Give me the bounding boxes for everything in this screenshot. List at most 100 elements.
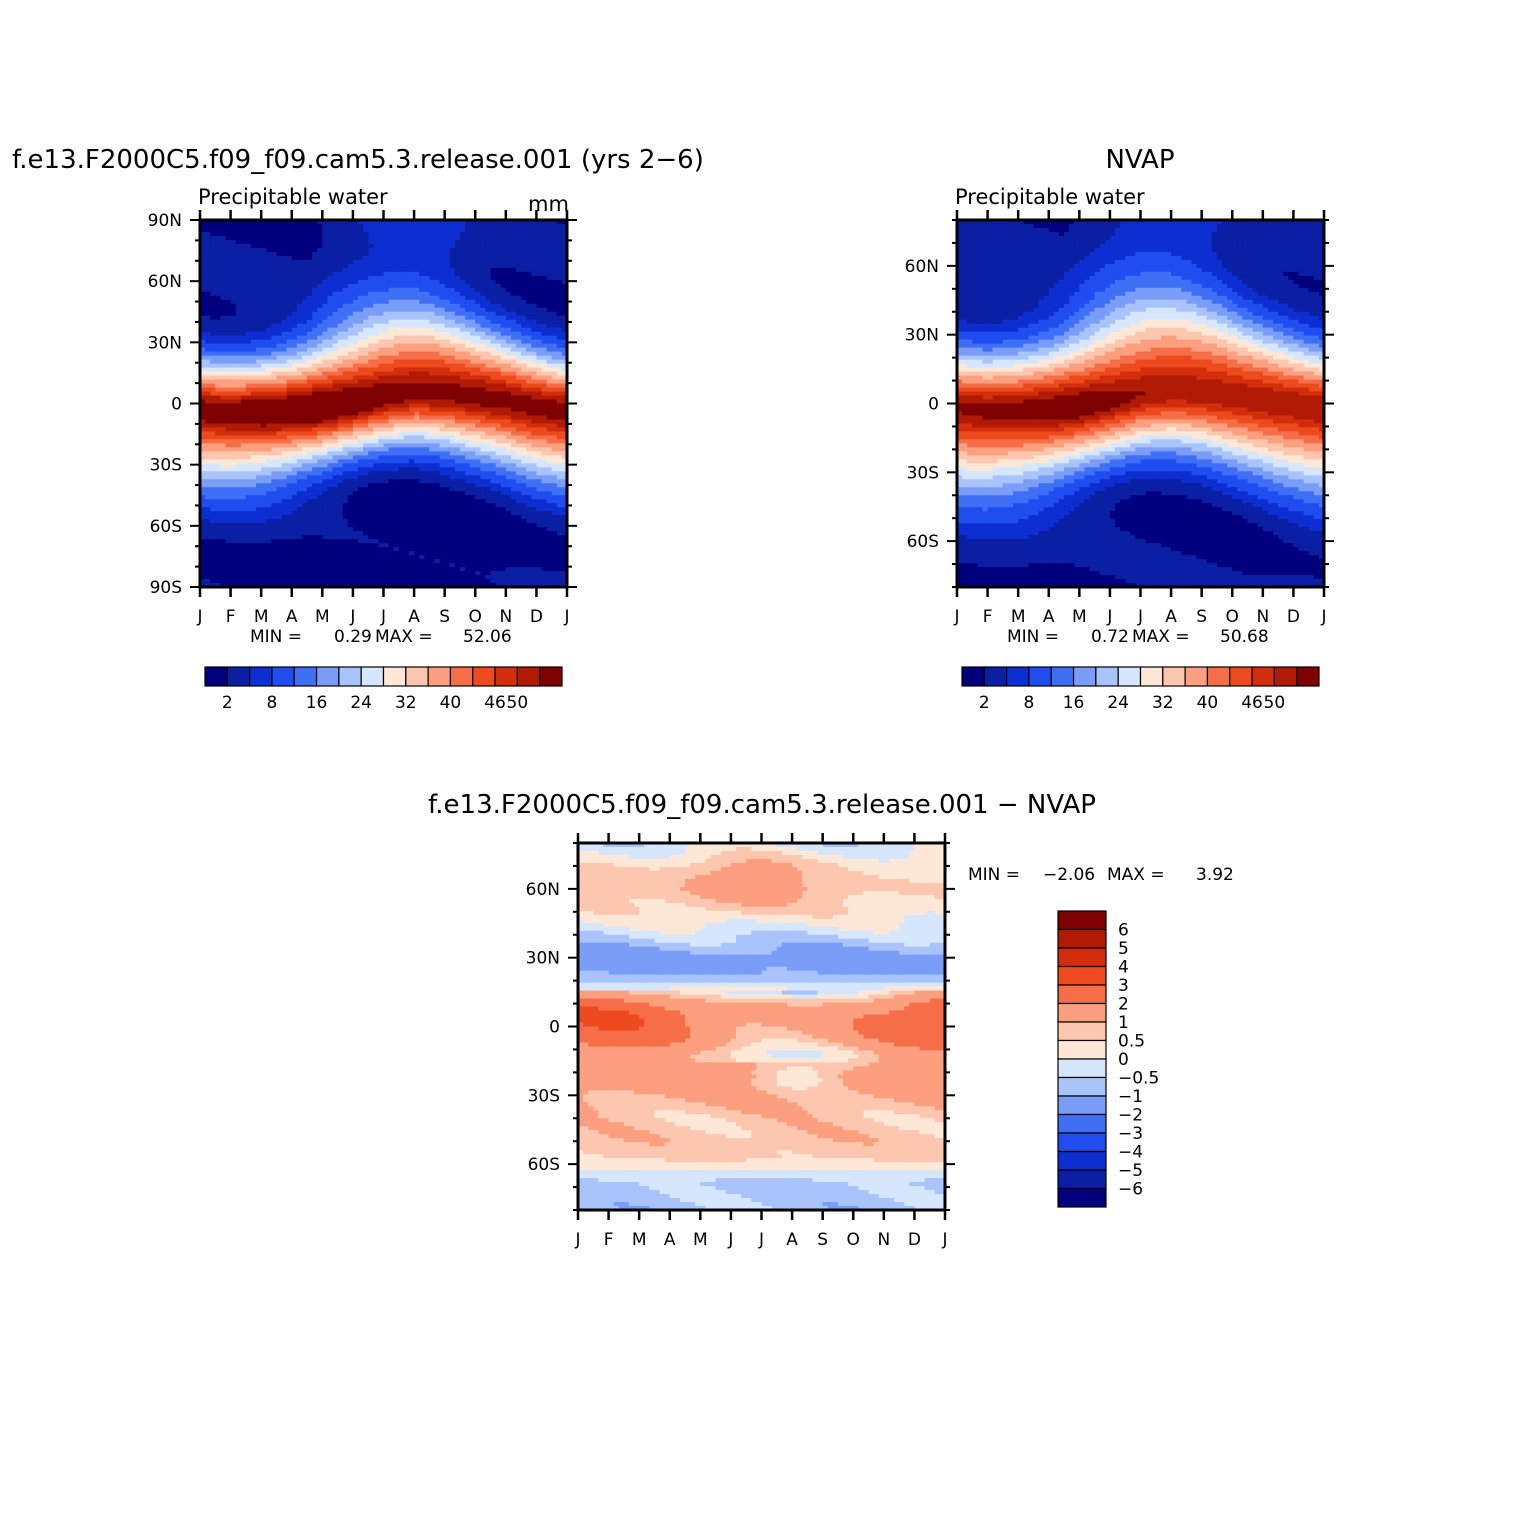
heatmap-cell — [373, 284, 379, 289]
heatmap-cell — [465, 240, 471, 245]
heatmap-cell — [455, 384, 461, 389]
heatmap-cell — [368, 376, 374, 381]
heatmap-cell — [506, 252, 512, 257]
heatmap-cell — [547, 284, 553, 289]
heatmap-cell — [292, 224, 298, 229]
heatmap-cell — [506, 332, 512, 337]
heatmap-cell — [317, 368, 323, 373]
heatmap-cell — [389, 392, 395, 397]
heatmap-cell — [450, 300, 456, 305]
heatmap-cell — [205, 388, 211, 393]
heatmap-cell — [322, 268, 328, 273]
heatmap-cell — [536, 260, 542, 265]
heatmap-cell — [501, 324, 507, 329]
heatmap-cell — [333, 384, 339, 389]
heatmap-cell — [501, 292, 507, 297]
heatmap-cell — [338, 240, 344, 245]
heatmap-cell — [302, 356, 308, 361]
heatmap-cell — [491, 364, 497, 369]
heatmap-cell — [384, 308, 390, 313]
heatmap-cell — [210, 396, 216, 401]
heatmap-cell — [445, 328, 451, 333]
heatmap-cell — [363, 388, 369, 393]
heatmap-cell — [333, 356, 339, 361]
heatmap-cell — [399, 244, 405, 249]
heatmap-cell — [475, 244, 481, 249]
heatmap-cell — [297, 232, 303, 237]
heatmap-cell — [368, 328, 374, 333]
heatmap-cell — [470, 328, 476, 333]
heatmap-cell — [440, 384, 446, 389]
heatmap-cell — [526, 272, 532, 277]
heatmap-cell — [445, 324, 451, 329]
heatmap-cell — [251, 228, 257, 233]
heatmap-cell — [429, 344, 435, 349]
heatmap-cell — [429, 340, 435, 345]
heatmap-cell — [271, 324, 277, 329]
heatmap-cell — [531, 368, 537, 373]
heatmap-cell — [348, 356, 354, 361]
heatmap-cell — [414, 260, 420, 265]
heatmap-cell — [419, 304, 425, 309]
heatmap-cell — [373, 388, 379, 393]
heatmap-cell — [394, 284, 400, 289]
heatmap-cell — [276, 256, 282, 261]
heatmap-cell — [215, 316, 221, 321]
heatmap-cell — [521, 304, 527, 309]
heatmap-cell — [261, 224, 267, 229]
heatmap-cell — [358, 280, 364, 285]
heatmap-cell — [470, 340, 476, 345]
heatmap-cell — [210, 300, 216, 305]
heatmap-cell — [470, 324, 476, 329]
heatmap-cell — [225, 280, 231, 285]
heatmap-cell — [434, 392, 440, 397]
heatmap-cell — [542, 256, 548, 261]
heatmap-cell — [496, 264, 502, 269]
heatmap-cell — [231, 332, 237, 337]
heatmap-cell — [389, 236, 395, 241]
heatmap-cell — [475, 352, 481, 357]
heatmap-cell — [282, 332, 288, 337]
heatmap-cell — [225, 364, 231, 369]
heatmap-cell — [552, 260, 558, 265]
heatmap-cell — [516, 280, 522, 285]
heatmap-cell — [338, 384, 344, 389]
heatmap-cell — [434, 320, 440, 325]
heatmap-cell — [322, 236, 328, 241]
heatmap-cell — [480, 372, 486, 377]
heatmap-cell — [414, 360, 420, 365]
heatmap-cell — [251, 308, 257, 313]
heatmap-cell — [333, 236, 339, 241]
heatmap-cell — [220, 276, 226, 281]
heatmap-cell — [475, 292, 481, 297]
heatmap-cell — [256, 292, 262, 297]
heatmap-cell — [215, 304, 221, 309]
heatmap-cell — [485, 232, 491, 237]
heatmap-cell — [542, 296, 548, 301]
heatmap-cell — [307, 356, 313, 361]
heatmap-cell — [378, 348, 384, 353]
heatmap-cell — [465, 260, 471, 265]
heatmap-cell — [460, 296, 466, 301]
heatmap-cell — [547, 316, 553, 321]
heatmap-cell — [373, 236, 379, 241]
heatmap-cell — [445, 364, 451, 369]
heatmap-cell — [282, 388, 288, 393]
heatmap-cell — [460, 256, 466, 261]
heatmap-cell — [536, 252, 542, 257]
heatmap-cell — [501, 336, 507, 341]
heatmap-cell — [307, 360, 313, 365]
heatmap-cell — [246, 368, 252, 373]
heatmap-cell — [429, 284, 435, 289]
heatmap-cell — [526, 244, 532, 249]
heatmap-cell — [409, 284, 415, 289]
heatmap-cell — [384, 332, 390, 337]
heatmap-cell — [414, 308, 420, 313]
heatmap-cell — [542, 252, 548, 257]
heatmap-cell — [297, 312, 303, 317]
heatmap-cell — [491, 328, 497, 333]
heatmap-cell — [297, 228, 303, 233]
heatmap-cell — [307, 396, 313, 401]
heatmap-cell — [363, 300, 369, 305]
heatmap-cell — [210, 360, 216, 365]
